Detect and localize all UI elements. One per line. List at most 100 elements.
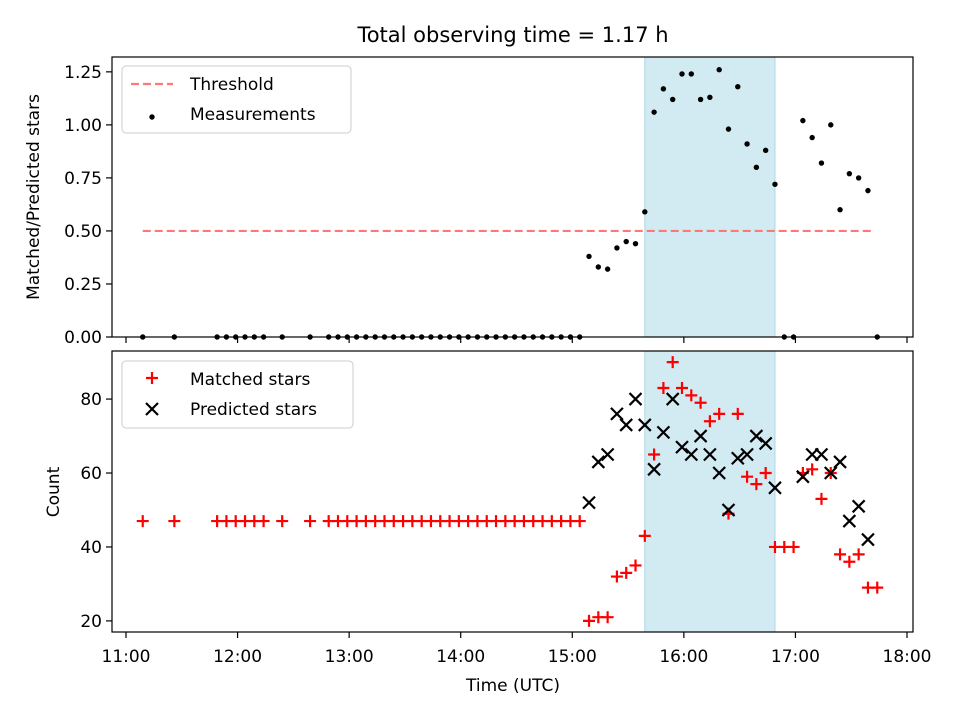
- predicted-star-point: [638, 418, 652, 432]
- measurement-point: [688, 71, 694, 77]
- predicted-star-point: [842, 514, 857, 528]
- predicted-star-point: [768, 481, 782, 495]
- measurement-point: [809, 134, 815, 141]
- y-tick-label: 80: [80, 390, 102, 410]
- matched-star-point: [806, 463, 819, 476]
- matched-star-point: [834, 548, 847, 561]
- predicted-star-point: [740, 447, 754, 462]
- y-tick-label: 60: [80, 464, 102, 484]
- predicted-star-point: [591, 455, 606, 469]
- x-tick-label: 18:00: [883, 647, 932, 667]
- top-axes-frame: [111, 56, 914, 338]
- predicted-star-point: [833, 455, 847, 469]
- predicted-star-point: [703, 447, 717, 462]
- measurement-point: [735, 83, 741, 90]
- measurement-point: [855, 175, 862, 181]
- matched-star-point: [741, 470, 754, 483]
- predicted-star-point: [861, 532, 875, 547]
- x-tick-label: 11:00: [102, 647, 151, 667]
- highlight-span-rect: [644, 56, 776, 338]
- matched-star-point: [136, 515, 149, 528]
- x-tick-label: 15:00: [548, 647, 597, 667]
- bottom-highlight-span: [644, 350, 776, 633]
- measurement-point: [670, 96, 676, 103]
- predicted-star-point: [582, 495, 596, 510]
- predicted-star-point: [610, 407, 624, 421]
- measurement-point: [651, 109, 657, 115]
- predicted-star-point: [712, 466, 726, 480]
- matched-star-point: [573, 515, 586, 528]
- predicted-star-point: [823, 466, 838, 480]
- measurement-point: [865, 187, 871, 194]
- matched-star-point: [815, 492, 828, 505]
- predicted-star-point: [628, 392, 643, 406]
- matched-star-point: [675, 381, 688, 394]
- bottom-legend: Matched stars Predicted stars: [121, 360, 354, 429]
- matched-star-point: [852, 548, 865, 561]
- matched-star-point: [601, 611, 614, 624]
- matched-star-point: [610, 570, 623, 583]
- predicted-star-point: [758, 436, 773, 451]
- measurement-point: [772, 181, 778, 187]
- matched-star-point: [713, 407, 726, 420]
- matched-star-point: [685, 389, 698, 402]
- measurement-point: [642, 209, 648, 215]
- top-highlight-span: [644, 56, 776, 338]
- top-legend-box: [121, 65, 352, 134]
- y-tick-label: 1.25: [64, 63, 102, 83]
- predicted-star-point: [721, 503, 736, 517]
- measurement-point: [744, 141, 750, 147]
- y-tick-label: 1.00: [64, 116, 102, 136]
- predicted-star-point: [675, 440, 689, 454]
- predicted-star-point: [600, 447, 615, 462]
- predicted-star-point: [731, 451, 745, 466]
- matched-star-point: [638, 529, 651, 542]
- matched-star-point: [871, 581, 884, 594]
- x-tick-label: 16:00: [659, 647, 708, 667]
- measurement-point: [828, 122, 834, 128]
- matched-star-point: [276, 515, 289, 528]
- matched-star-point: [787, 540, 800, 553]
- matched-star-point: [629, 559, 642, 572]
- legend-threshold-label: Threshold: [189, 75, 274, 95]
- matched-star-point: [731, 407, 744, 420]
- legend-matched-swatch: [146, 372, 158, 384]
- predicted-star-point: [665, 392, 680, 406]
- y-tick-label: 0.25: [64, 275, 102, 295]
- legend-predicted-swatch: [145, 402, 159, 416]
- predicted-star-point: [647, 462, 661, 477]
- matched-star-point: [694, 396, 707, 409]
- y-tick-label: 0.00: [64, 328, 102, 348]
- measurement-point: [716, 67, 722, 73]
- measurement-point: [762, 147, 769, 154]
- top-x-ticks: [125, 337, 908, 343]
- y-tick-label: 40: [80, 538, 102, 558]
- x-axis-label: Time (UTC): [465, 676, 560, 696]
- matched-star-point: [750, 478, 763, 491]
- measurement-point: [800, 117, 806, 124]
- measurement-point: [623, 238, 629, 245]
- measurement-point: [818, 160, 825, 166]
- measurement-point: [632, 240, 639, 247]
- matched-star-point: [657, 381, 670, 394]
- top-y-axis-label: Matched/Predicted stars: [24, 94, 44, 300]
- matched-star-point: [703, 415, 716, 428]
- measurement-point: [604, 266, 611, 272]
- matched-star-point: [648, 448, 661, 461]
- top-y-axis: 0.00 0.25 0.50 0.75 1.00 1.25: [64, 63, 112, 348]
- bottom-legend-box: [121, 360, 354, 429]
- legend-measurements-label: Measurements: [190, 105, 316, 125]
- measurement-point: [697, 96, 704, 103]
- bottom-axes-frame: [111, 350, 914, 633]
- highlight-span-rect: [644, 350, 776, 633]
- measurement-point: [707, 94, 713, 101]
- matched-star-point: [257, 515, 270, 528]
- measurement-point: [846, 170, 853, 177]
- figure-title: Total observing time = 1.17 h: [356, 23, 668, 47]
- x-tick-label: 14:00: [436, 647, 485, 667]
- y-tick-label: 0.50: [64, 222, 102, 242]
- legend-matched-label: Matched stars: [190, 370, 310, 390]
- predicted-star-point: [814, 447, 829, 462]
- predicted-star-point: [693, 429, 708, 443]
- matched-star-point: [759, 467, 772, 480]
